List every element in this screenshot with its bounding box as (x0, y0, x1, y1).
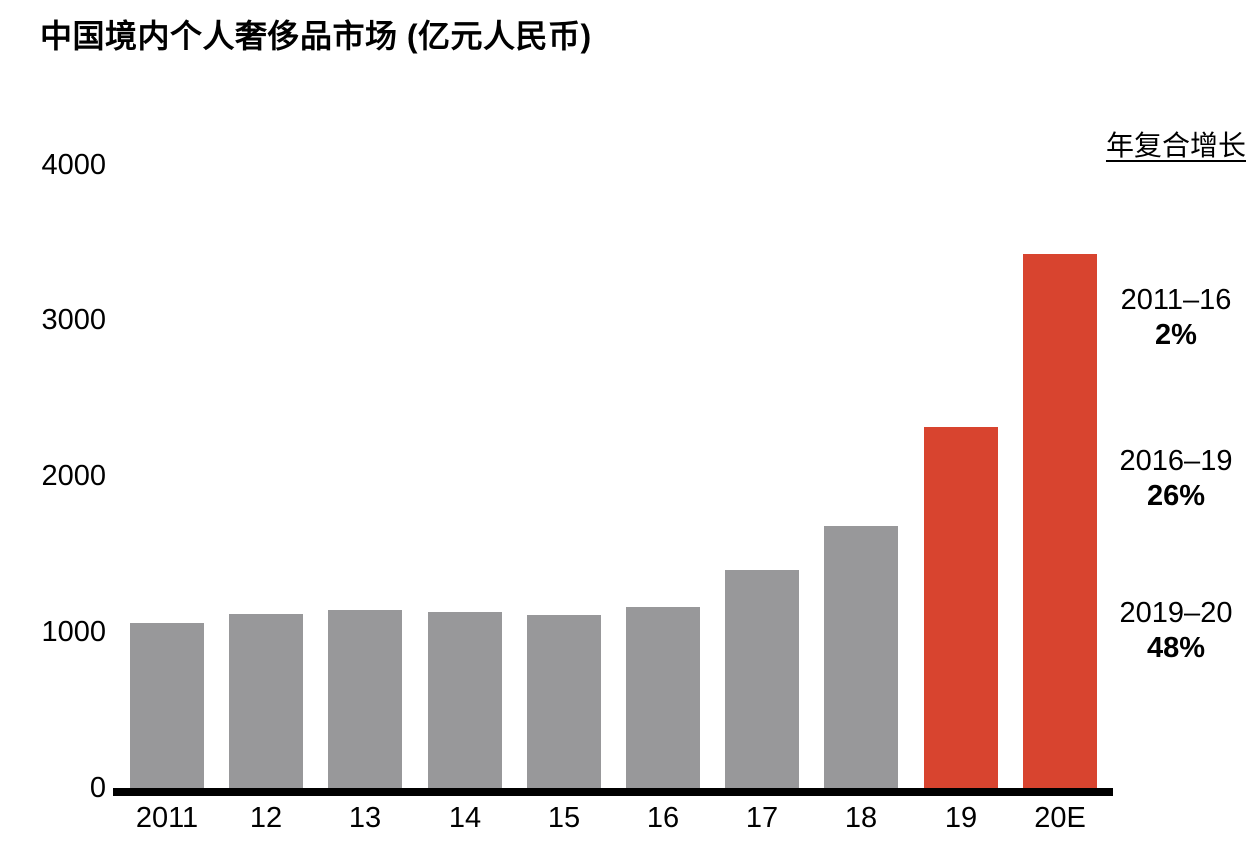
bar-13 (328, 610, 402, 788)
bar-14 (428, 612, 502, 788)
cagr-value: 48% (1146, 632, 1206, 664)
cagr-entry: 2016–19 26% (1099, 444, 1253, 514)
bar-20E (1023, 254, 1097, 788)
x-tick-label: 17 (745, 802, 779, 834)
x-tick-label: 20E (1034, 802, 1086, 834)
bar-18 (824, 526, 898, 788)
y-tick-label: 1000 (41, 615, 106, 648)
cagr-period: 2019–20 (1119, 597, 1233, 629)
bar-19 (924, 427, 998, 788)
cagr-value: 2% (1155, 319, 1197, 351)
cagr-header: 年复合增长 (1105, 130, 1246, 161)
x-axis-line (113, 788, 1113, 796)
x-tick-label: 16 (646, 802, 680, 834)
bar-15 (527, 615, 601, 788)
y-tick-label: 0 (89, 771, 106, 804)
bar-12 (229, 614, 303, 788)
x-tick-label: 18 (844, 802, 878, 834)
bar-2011 (130, 623, 204, 788)
bar-16 (626, 607, 700, 788)
x-tick-label: 2011 (135, 802, 199, 834)
x-tick-label: 14 (448, 802, 482, 834)
y-tick-label: 3000 (41, 304, 106, 337)
y-tick-label: 2000 (41, 460, 106, 492)
cagr-value: 26% (1146, 480, 1206, 512)
x-tick-label: 13 (348, 802, 382, 834)
bar-17 (725, 570, 799, 788)
x-tick-label: 15 (547, 802, 581, 834)
x-tick-label: 19 (944, 802, 978, 834)
cagr-period: 2016–19 (1119, 445, 1233, 477)
chart-title: 中国境内个人奢侈品市场 (亿元人民币) (40, 18, 592, 54)
cagr-panel: 年复合增长 2011–16 2% 2016–19 26% 2019–20 48% (1099, 0, 1253, 850)
cagr-entry: 2019–20 48% (1099, 596, 1253, 666)
y-tick-label: 4000 (41, 148, 106, 181)
cagr-period: 2011–16 (1120, 284, 1232, 316)
x-tick-label: 12 (249, 802, 283, 834)
cagr-entry: 2011–16 2% (1099, 283, 1253, 353)
